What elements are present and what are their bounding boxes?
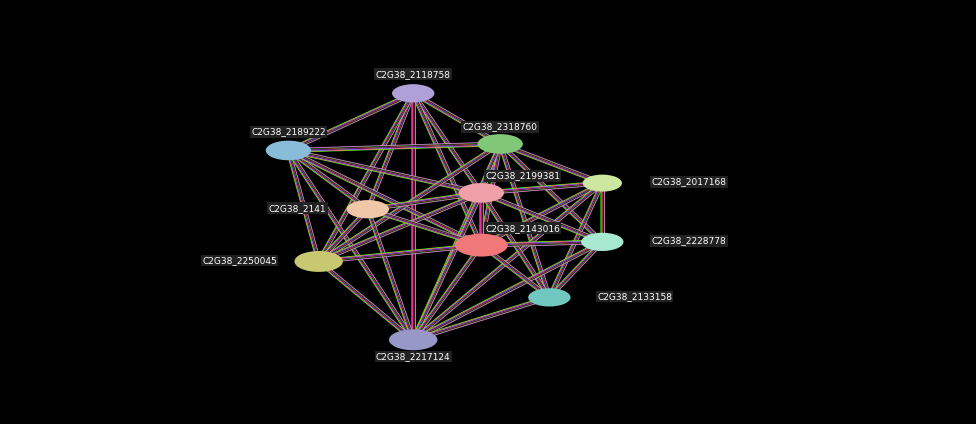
Text: C2G38_2250045: C2G38_2250045: [202, 256, 277, 265]
Circle shape: [295, 251, 343, 272]
Circle shape: [392, 84, 434, 103]
Circle shape: [455, 234, 508, 257]
Text: C2G38_2228778: C2G38_2228778: [652, 237, 726, 245]
Text: C2G38_2217124: C2G38_2217124: [376, 352, 451, 361]
Text: C2G38_2199381: C2G38_2199381: [485, 171, 560, 181]
Circle shape: [477, 134, 523, 154]
Text: C2G38_2318760: C2G38_2318760: [463, 122, 538, 131]
Circle shape: [389, 329, 437, 350]
Circle shape: [265, 141, 311, 160]
Circle shape: [581, 233, 624, 251]
Circle shape: [583, 175, 622, 192]
Text: C2G38_2141: C2G38_2141: [268, 204, 326, 213]
Circle shape: [346, 200, 389, 218]
Text: C2G38_2189222: C2G38_2189222: [251, 128, 326, 137]
Circle shape: [528, 288, 571, 307]
Text: C2G38_2143016: C2G38_2143016: [485, 224, 560, 233]
Circle shape: [459, 183, 504, 203]
Text: C2G38_2017168: C2G38_2017168: [652, 178, 726, 187]
Text: C2G38_2133158: C2G38_2133158: [597, 292, 672, 301]
Text: C2G38_2118758: C2G38_2118758: [376, 70, 451, 78]
